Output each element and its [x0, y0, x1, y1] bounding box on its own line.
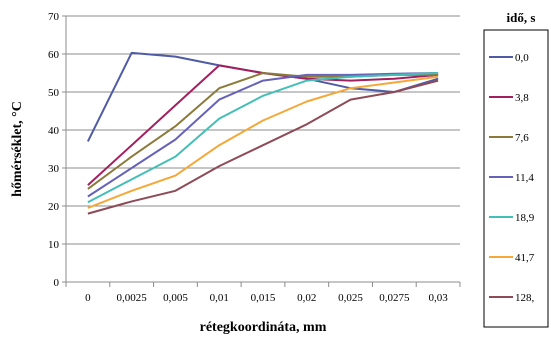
y-tick-label: 10: [48, 239, 60, 251]
legend-label-2: 3,8: [515, 92, 529, 104]
legend: idő, s 0,0 3,8 7,6 11,4 18,9 41,7 128,: [483, 10, 549, 328]
y-tick-label: 0: [54, 277, 60, 289]
y-tick-labels: 0 10 20 30 40 50 60 70: [48, 11, 60, 289]
gridlines: [62, 15, 460, 283]
y-axis-title: hőmérséklet, °C: [10, 101, 25, 197]
series-line-5: [87, 72, 439, 204]
series-line-6: [87, 75, 439, 209]
x-axis-title: rétegkoordináta, mm: [200, 320, 327, 335]
y-tick-label: 40: [48, 125, 60, 137]
y-tick-label: 50: [48, 87, 60, 99]
legend-title: idő, s: [507, 10, 536, 25]
axes: [65, 16, 460, 283]
x-tick-label: 0,015: [251, 292, 276, 304]
legend-box: [483, 29, 549, 328]
legend-label-3: 7,6: [515, 132, 529, 144]
series-lines: [86, 51, 439, 215]
y-tick-label: 30: [48, 163, 60, 175]
y-tick-label: 70: [48, 11, 60, 23]
x-tick-label: 0,005: [163, 292, 188, 304]
legend-label-6: 41,7: [515, 252, 535, 264]
x-tick-label: 0,03: [428, 292, 448, 304]
x-tick-labels: 0 0,0025 0,005 0,01 0,015 0,02 0,025 0,0275 0,03: [65, 282, 461, 304]
series-line-4: [87, 72, 439, 198]
y-tick-label: 20: [48, 201, 60, 213]
x-tick-label: 0: [85, 292, 91, 304]
x-tick-label: 0,01: [210, 292, 229, 304]
x-tick-label: 0,02: [297, 292, 316, 304]
series-line-1: [86, 51, 439, 142]
x-tick-label: 0,0275: [379, 292, 410, 304]
legend-label-5: 18,9: [515, 212, 535, 224]
series-line-7: [87, 79, 439, 215]
legend-label-7: 128,: [515, 292, 535, 304]
legend-label-4: 11,4: [515, 172, 534, 184]
x-tick-label: 0,025: [338, 292, 363, 304]
legend-label-1: 0,0: [515, 52, 529, 64]
x-tick-label: 0,0025: [117, 292, 148, 304]
y-tick-label: 60: [48, 49, 60, 61]
legend-items: 0,0 3,8 7,6 11,4 18,9 41,7 128,: [489, 52, 535, 304]
